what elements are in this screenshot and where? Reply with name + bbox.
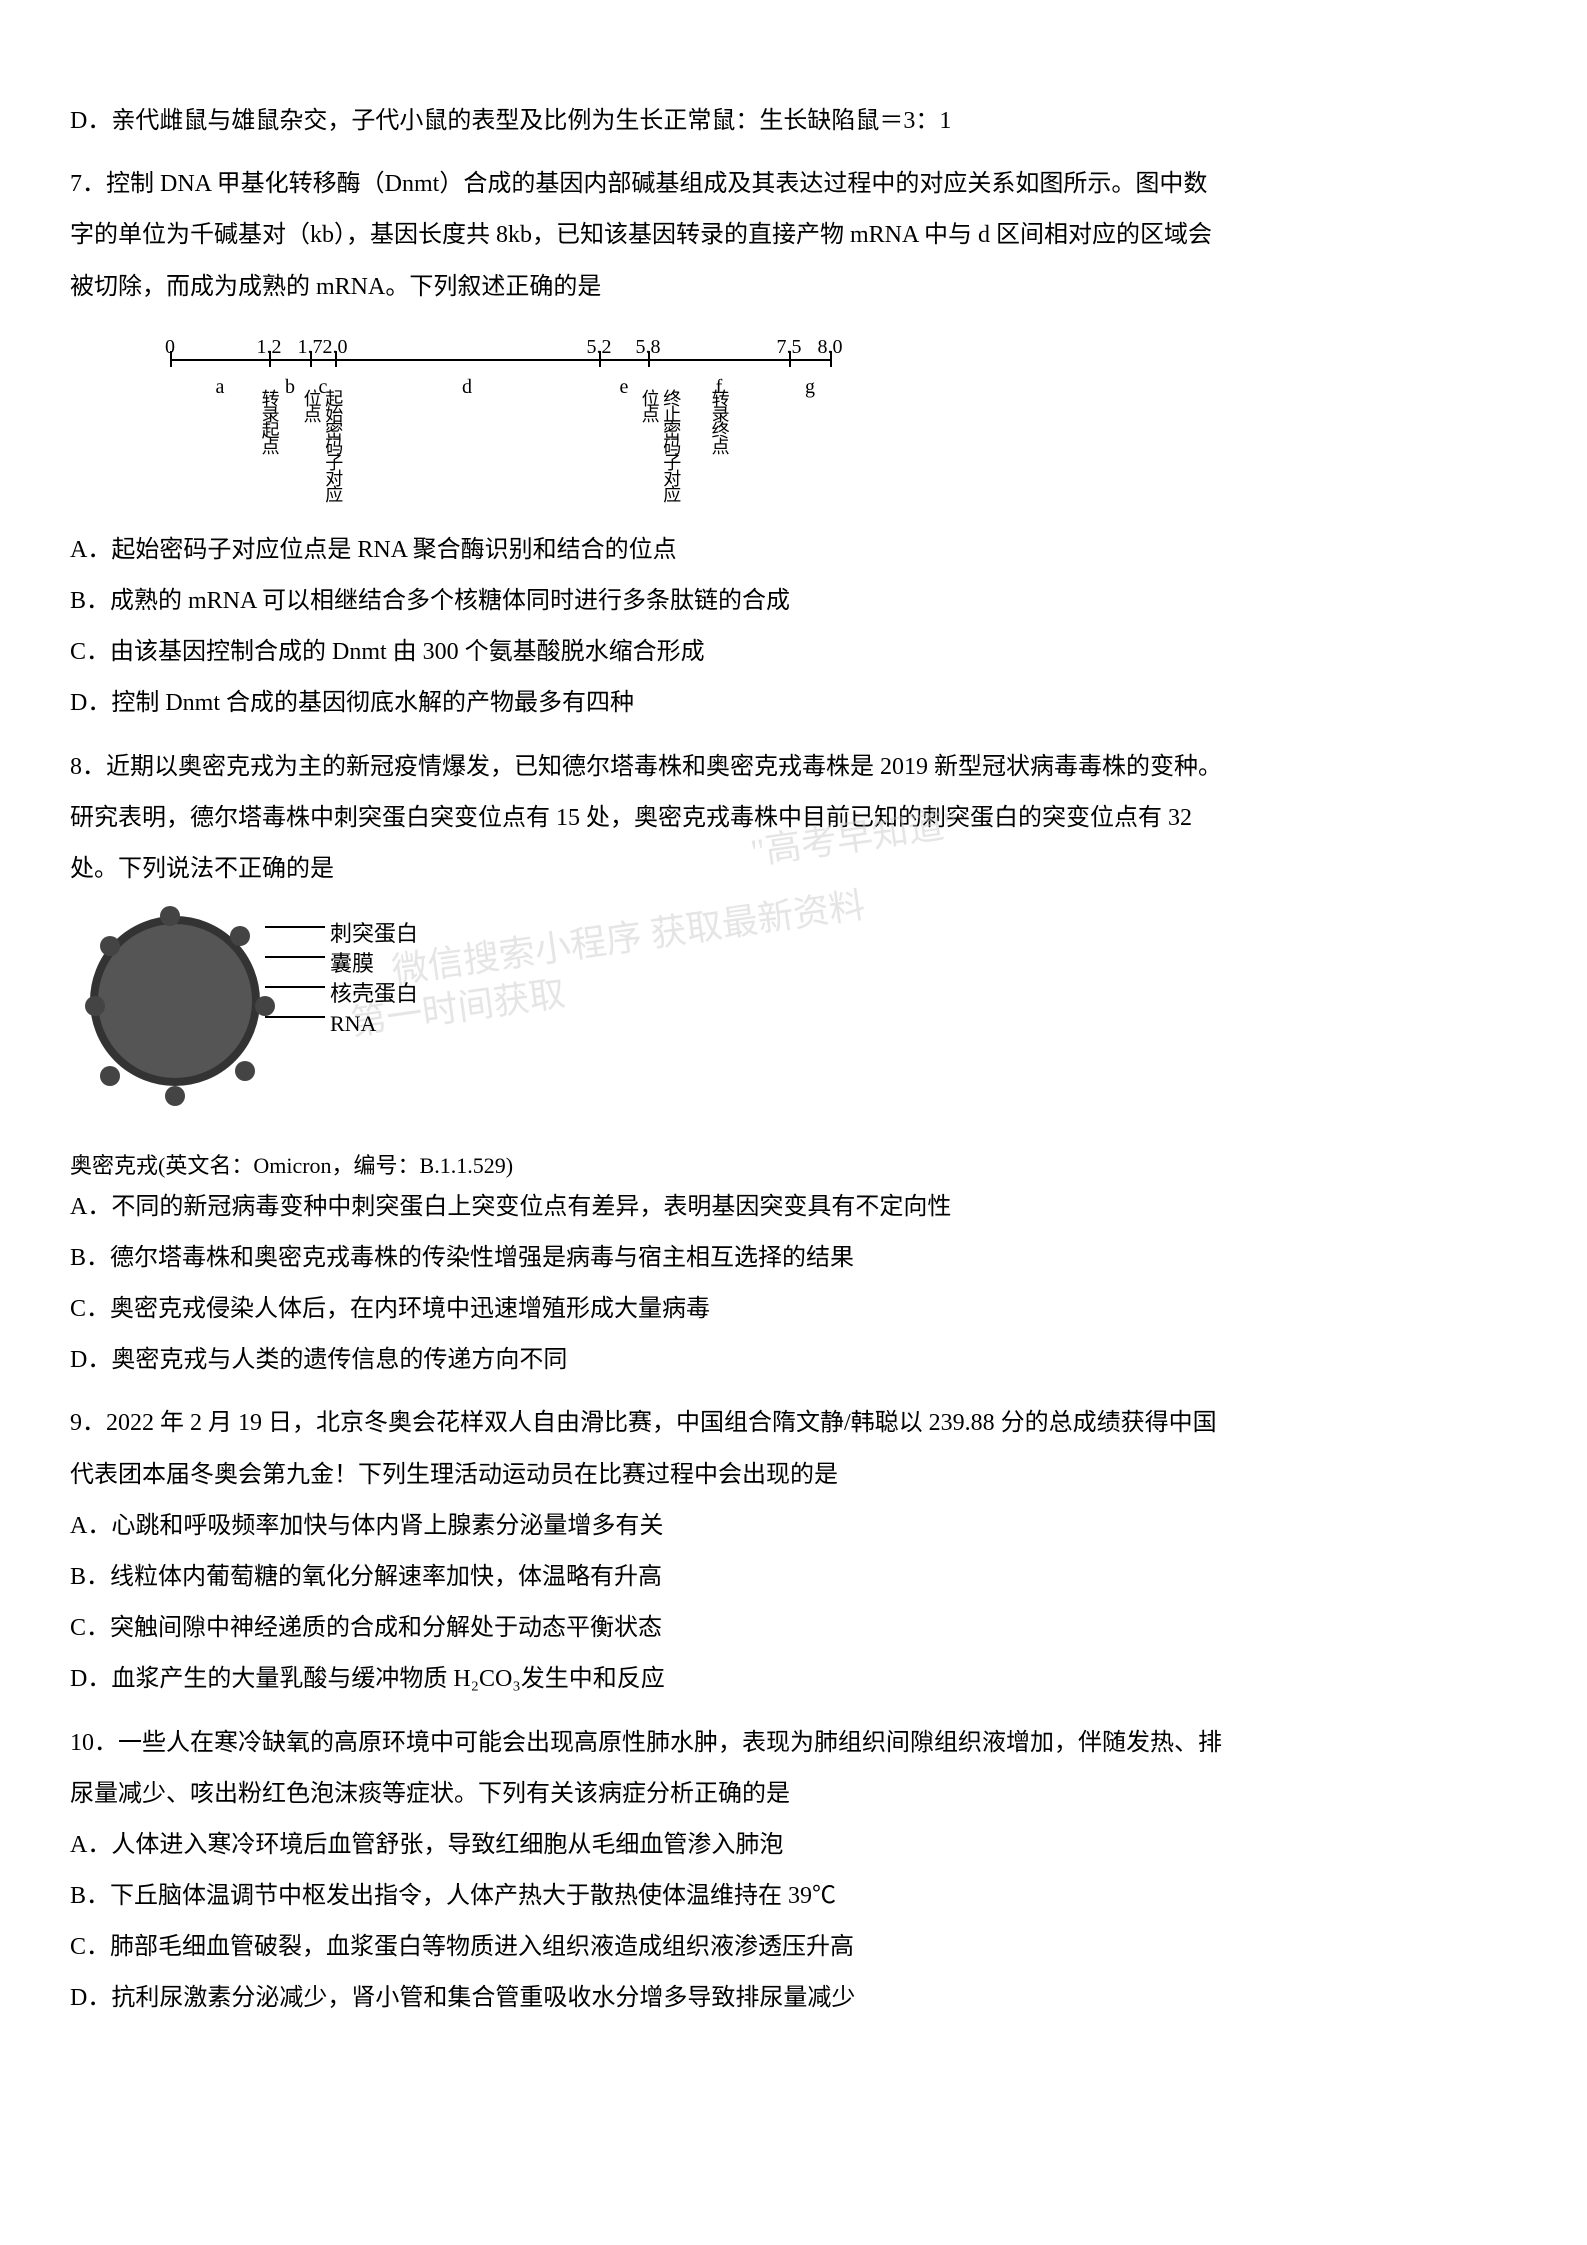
q10-option-c: C．肺部毛细血管破裂，血浆蛋白等物质进入组织液造成组织液渗透压升高	[70, 1926, 1517, 1969]
q7-gene-diagram: 0 1.2 1.7 2.0 5.2 5.8 7.5 8.0 a b c d e …	[150, 329, 850, 509]
gene-region-a: a	[216, 369, 225, 405]
q7-stem-line3: 被切除，而成为成熟的 mRNA。下列叙述正确的是	[70, 266, 1517, 309]
q10-stem-line2: 尿量减少、咳出粉红色泡沫痰等症状。下列有关该病症分析正确的是	[70, 1773, 1517, 1816]
gene-region-b: b	[285, 369, 295, 405]
q7-stem-line1: 7．控制 DNA 甲基化转移酶（Dnmt）合成的基因内部碱基组成及其表达过程中的…	[70, 163, 1517, 206]
q7-option-c: C．由该基因控制合成的 Dnmt 由 300 个氨基酸脱水缩合形成	[70, 631, 1517, 674]
gene-pos-2: 1.7	[298, 329, 323, 365]
gene-pos-0: 0	[165, 329, 175, 365]
q8-stem-line2: 研究表明，德尔塔毒株中刺突蛋白突变位点有 15 处，奥密克戎毒株中目前已知的刺突…	[70, 797, 1517, 840]
q10-stem-line1: 10．一些人在寒冷缺氧的高原环境中可能会出现高原性肺水肿，表现为肺组织间隙组织液…	[70, 1722, 1517, 1765]
gene-label-stop-codon: 终止密码子对应位点	[638, 389, 681, 509]
gene-pos-3: 2.0	[323, 329, 348, 365]
gene-pos-4: 5.2	[587, 329, 612, 365]
q7-option-a: A．起始密码子对应位点是 RNA 聚合酶识别和结合的位点	[70, 529, 1517, 572]
q8-option-d: D．奥密克戎与人类的遗传信息的传递方向不同	[70, 1339, 1517, 1382]
q7-option-d: D．控制 Dnmt 合成的基因彻底水解的产物最多有四种	[70, 682, 1517, 725]
q8-option-a: A．不同的新冠病毒变种中刺突蛋白上突变位点有差异，表明基因突变具有不定向性	[70, 1186, 1517, 1229]
q8-virus-caption: 奥密克戎(英文名：Omicron，编号：B.1.1.529)	[70, 1146, 1517, 1186]
q8-stem-line3: 处。下列说法不正确的是	[70, 848, 1517, 891]
q8-virus-diagram: 刺突蛋白 囊膜 核壳蛋白 RNA	[70, 906, 670, 1136]
gene-pos-6: 7.5	[777, 329, 802, 365]
q9-option-a: A．心跳和呼吸频率加快与体内肾上腺素分泌量增多有关	[70, 1505, 1517, 1548]
q9-option-d: D．血浆产生的大量乳酸与缓冲物质 H₂CO₃发生中和反应	[70, 1658, 1517, 1701]
q8-option-c: C．奥密克戎侵染人体后，在内环境中迅速增殖形成大量病毒	[70, 1288, 1517, 1331]
q9-option-b: B．线粒体内葡萄糖的氧化分解速率加快，体温略有升高	[70, 1556, 1517, 1599]
q10-option-d: D．抗利尿激素分泌减少，肾小管和集合管重吸收水分增多导致排尿量减少	[70, 1977, 1517, 2020]
gene-region-g: g	[805, 369, 815, 405]
q7-option-b: B．成熟的 mRNA 可以相继结合多个核糖体同时进行多条肽链的合成	[70, 580, 1517, 623]
q9-option-c: C．突触间隙中神经递质的合成和分解处于动态平衡状态	[70, 1607, 1517, 1650]
q6-option-d: D．亲代雌鼠与雄鼠杂交，子代小鼠的表型及比例为生长正常鼠：生长缺陷鼠＝3：1	[70, 100, 1517, 143]
gene-pos-1: 1.2	[257, 329, 282, 365]
q10-option-a: A．人体进入寒冷环境后血管舒张，导致红细胞从毛细血管渗入肺泡	[70, 1824, 1517, 1867]
q8-stem-line1: 8．近期以奥密克戎为主的新冠疫情爆发，已知德尔塔毒株和奥密克戎毒株是 2019 …	[70, 746, 1517, 789]
q9-stem-line1: 9．2022 年 2 月 19 日，北京冬奥会花样双人自由滑比赛，中国组合隋文静…	[70, 1402, 1517, 1445]
q8-option-b: B．德尔塔毒株和奥密克戎毒株的传染性增强是病毒与宿主相互选择的结果	[70, 1237, 1517, 1280]
q9-stem-line2: 代表团本届冬奥会第九金！下列生理活动运动员在比赛过程中会出现的是	[70, 1454, 1517, 1497]
gene-pos-5: 5.8	[636, 329, 661, 365]
gene-label-start-codon: 起始密码子对应位点	[300, 389, 343, 509]
gene-label-transcription-start: 转录起点	[258, 389, 280, 453]
gene-pos-7: 8.0	[818, 329, 843, 365]
virus-label-rna: RNA	[330, 1004, 376, 1044]
q7-stem-line2: 字的单位为千碱基对（kb），基因长度共 8kb，已知该基因转录的直接产物 mRN…	[70, 214, 1517, 257]
gene-region-d: d	[462, 369, 472, 405]
q10-option-b: B．下丘脑体温调节中枢发出指令，人体产热大于散热使体温维持在 39℃	[70, 1875, 1517, 1918]
gene-region-e: e	[620, 369, 629, 405]
gene-label-transcription-end: 转录终点	[708, 389, 730, 453]
